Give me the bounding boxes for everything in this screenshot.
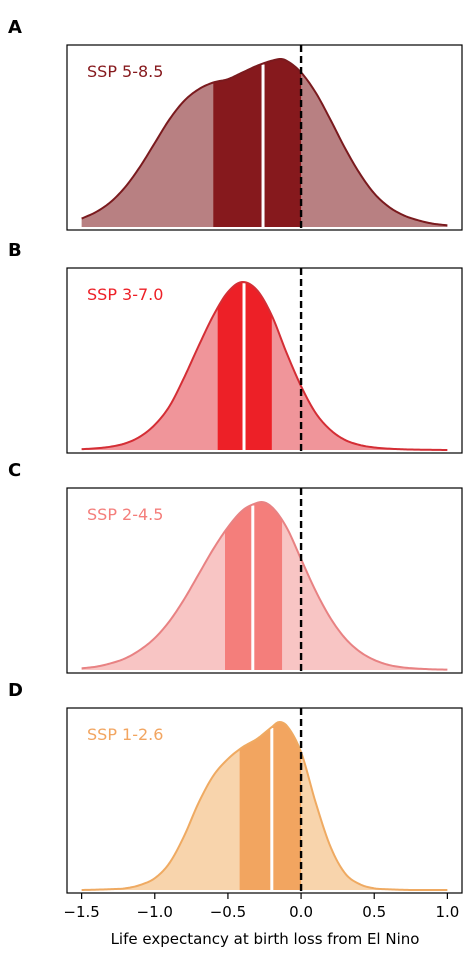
density-curve <box>81 720 448 891</box>
panel-letter: D <box>8 680 23 701</box>
x-tick-label: 0.5 <box>362 903 386 921</box>
x-axis: −1.5 −1.0 −0.5 0.0 0.5 1.0 <box>63 893 459 921</box>
x-axis-title: Life expectancy at birth loss from El Ni… <box>111 930 420 948</box>
panel-a: SSP 5-8.5 A <box>8 17 463 231</box>
interval-band <box>213 59 302 227</box>
panel-c: SSP 2-4.5 C <box>8 460 463 674</box>
panel-frame <box>66 44 463 231</box>
series-label: SSP 2-4.5 <box>87 505 163 524</box>
density-curve <box>81 58 448 227</box>
x-tick-label: −1.5 <box>63 903 99 921</box>
density-curve <box>81 280 448 451</box>
x-tick-label: 1.0 <box>435 903 459 921</box>
panel-frame <box>66 707 463 894</box>
x-tick-label: −1.0 <box>137 903 173 921</box>
panel-letter: B <box>8 240 22 261</box>
density-curve <box>81 501 448 671</box>
panel-letter: A <box>8 17 22 38</box>
panel-d: SSP 1-2.6 D <box>8 680 463 894</box>
series-label: SSP 1-2.6 <box>87 725 163 744</box>
x-tick-label: 0.0 <box>289 903 313 921</box>
panel-letter: C <box>8 460 21 481</box>
x-tick-label: −0.5 <box>210 903 246 921</box>
series-label: SSP 3-7.0 <box>87 285 163 304</box>
series-label: SSP 5-8.5 <box>87 62 163 81</box>
panel-frame <box>66 487 463 674</box>
panel-frame <box>66 267 463 454</box>
panel-b: SSP 3-7.0 B <box>8 240 463 454</box>
